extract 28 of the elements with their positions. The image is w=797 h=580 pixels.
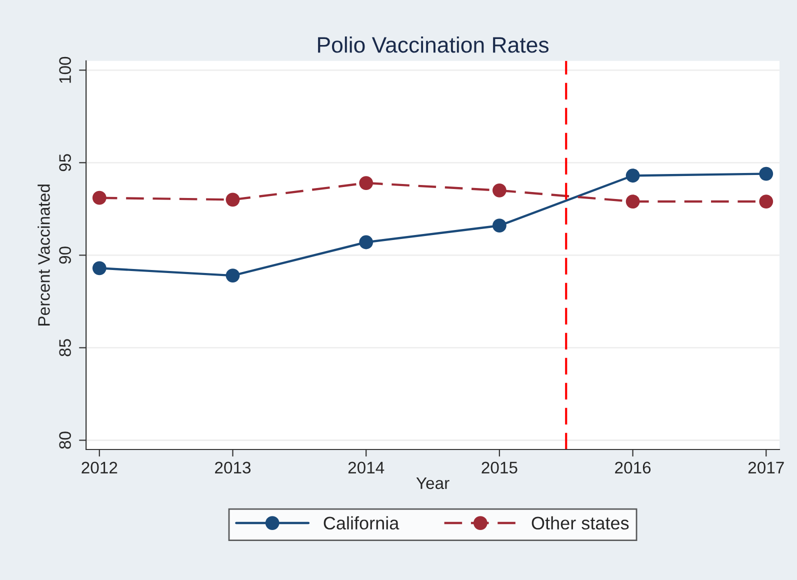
y-axis-title: Percent Vaccinated	[38, 184, 50, 326]
legend-label: California	[324, 516, 400, 530]
point	[626, 194, 640, 208]
point	[359, 235, 374, 250]
y-tick-label: 95	[59, 154, 71, 172]
x-tick-label: 2017	[748, 462, 784, 474]
x-tick-label: 2015	[482, 462, 518, 474]
x-axis-title: Year	[416, 477, 450, 490]
y-tick-label: 80	[59, 432, 71, 449]
point	[92, 190, 106, 205]
point	[492, 183, 506, 198]
point	[226, 192, 240, 207]
y-tick-label: 85	[59, 339, 71, 356]
point	[492, 218, 506, 233]
x-tick-label: 2016	[615, 462, 651, 474]
chart-title: Polio Vaccination Rates	[318, 36, 549, 53]
point	[226, 268, 240, 282]
point	[759, 166, 774, 181]
y-tick-label: 90	[59, 246, 71, 264]
point	[359, 176, 374, 190]
legend-label: Other states	[532, 516, 629, 530]
x-tick-label: 2013	[215, 462, 251, 474]
x-tick-label: 2014	[348, 462, 384, 474]
y-tick-label: 100	[59, 56, 71, 83]
x-tick-label: 2012	[82, 462, 118, 474]
point	[92, 261, 106, 276]
point	[759, 194, 774, 208]
point	[626, 168, 640, 183]
